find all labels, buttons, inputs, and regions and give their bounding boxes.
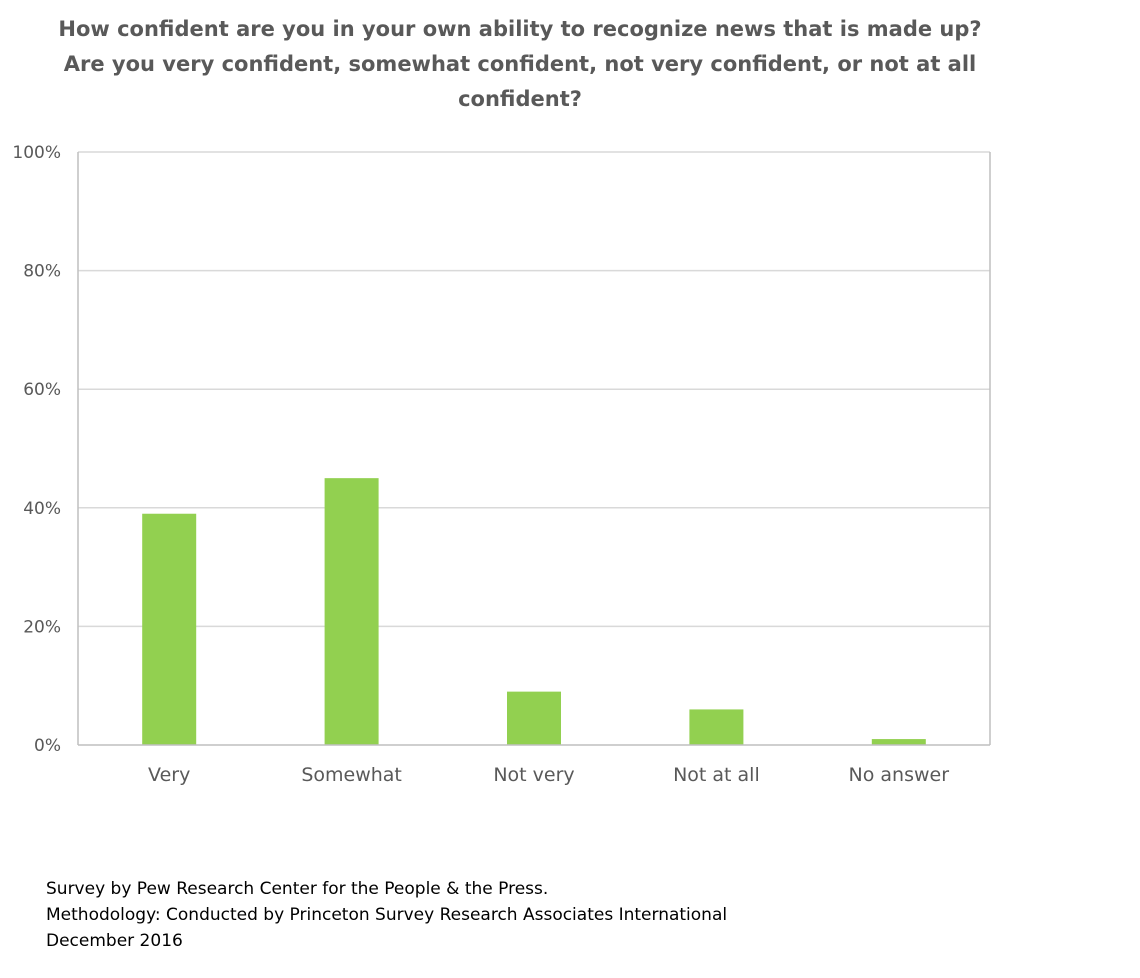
chart-title: How confident are you in your own abilit…	[20, 12, 1020, 117]
date-line: December 2016	[46, 931, 183, 951]
y-tick-label: 80%	[23, 262, 61, 282]
source-note: Survey by Pew Research Center for the Pe…	[46, 876, 727, 954]
x-tick-label: Very	[148, 764, 190, 786]
x-tick-label: No answer	[849, 764, 950, 786]
bar-not-very	[507, 691, 561, 745]
gridlines	[78, 151, 990, 628]
y-tick-label: 0%	[34, 736, 61, 756]
bar-no-answer	[871, 739, 926, 745]
bar-not-at-all	[689, 709, 744, 745]
y-tick-labels: 0% 20% 40% 60% 80% 100%	[12, 143, 61, 756]
x-tick-label: Not at all	[673, 764, 760, 786]
chart-title-line-3: confident?	[458, 87, 582, 111]
y-tick-label: 60%	[23, 380, 61, 400]
methodology-line: Methodology: Conducted by Princeton Surv…	[46, 905, 728, 925]
bar-chart: 0% 20% 40% 60% 80% 100% Very Somewhat Not very N…	[12, 143, 991, 786]
bar-very	[142, 513, 197, 745]
axes	[77, 152, 991, 746]
y-tick-label: 20%	[23, 617, 61, 637]
chart-title-line-2: Are you very confident, somewhat confide…	[63, 52, 977, 76]
bars	[142, 478, 926, 745]
x-tick-label: Not very	[493, 764, 574, 786]
x-tick-label: Somewhat	[301, 764, 402, 786]
y-tick-label: 100%	[12, 143, 61, 163]
chart-title-line-1: How confident are you in your own abilit…	[58, 17, 982, 41]
x-tick-labels: Very Somewhat Not very Not at all No answer	[148, 764, 949, 786]
bar-somewhat	[324, 478, 379, 745]
source-line: Survey by Pew Research Center for the Pe…	[46, 879, 549, 899]
y-tick-label: 40%	[23, 499, 61, 519]
